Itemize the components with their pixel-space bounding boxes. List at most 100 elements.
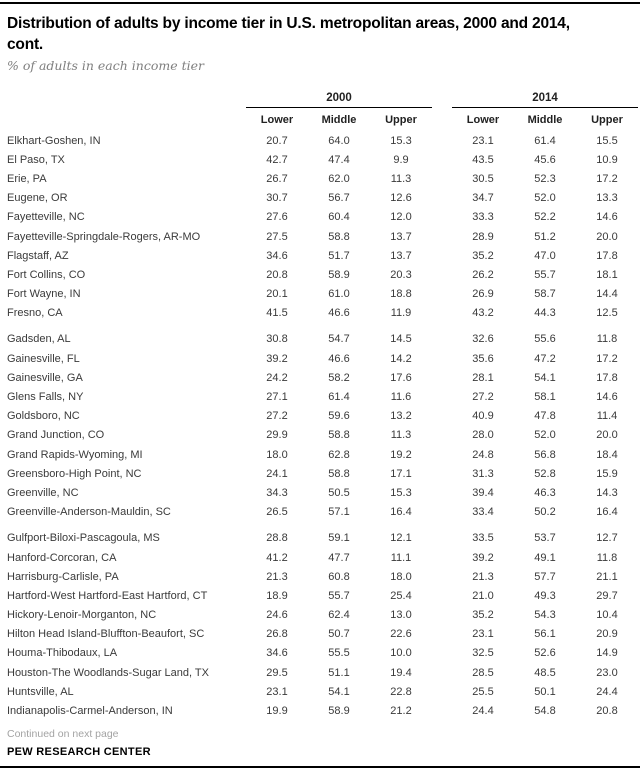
value-cell: 51.2 <box>534 230 556 243</box>
value-cell: 54.8 <box>534 705 556 718</box>
value-cell: 14.3 <box>596 486 618 499</box>
value-cell: 64.0 <box>328 134 350 147</box>
value-cell: 52.8 <box>534 467 556 480</box>
value-cell: 56.1 <box>534 628 556 641</box>
value-cell: 23.1 <box>472 134 494 147</box>
value-cell: 46.3 <box>534 486 556 499</box>
value-cell: 55.6 <box>534 333 556 346</box>
value-cell: 60.8 <box>328 570 350 583</box>
value-cell: 14.2 <box>390 352 412 365</box>
value-cell: 58.9 <box>328 268 350 281</box>
metro-area-label: Goldsboro, NC <box>7 410 80 423</box>
value-cell: 33.4 <box>472 506 494 519</box>
value-cell: 11.3 <box>390 172 412 185</box>
value-cell: 46.6 <box>328 307 350 320</box>
value-cell: 56.7 <box>328 192 350 205</box>
value-cell: 39.2 <box>266 352 288 365</box>
value-cell: 17.2 <box>596 352 618 365</box>
value-cell: 27.1 <box>266 391 288 404</box>
metro-area-label: Fayetteville, NC <box>7 211 85 224</box>
value-cell: 12.7 <box>596 532 618 545</box>
value-cell: 29.7 <box>596 589 618 602</box>
value-cell: 29.9 <box>266 429 288 442</box>
table-row: Hanford-Corcoran, CA 41.2 47.7 11.1 39.2 49.1… <box>7 548 640 567</box>
table-row: Gulfport-Biloxi-Pascagoula, MS 28.8 59.1 12… <box>7 529 640 548</box>
value-cell: 49.3 <box>534 589 556 602</box>
table-row: Flagstaff, AZ 34.6 51.7 13.7 35.2 47.0 17.8 <box>7 246 640 265</box>
table-row: Huntsville, AL 23.1 54.1 22.8 25.5 50.1 24.4 <box>7 682 640 701</box>
value-cell: 51.1 <box>328 666 350 679</box>
year-header-row: 2000 2014 <box>7 92 640 108</box>
column-header-2000-upper: Upper <box>385 114 417 126</box>
table-row: Greenville-Anderson-Mauldin, SC 26.5 57.1 1… <box>7 503 640 522</box>
table-row: El Paso, TX 42.7 47.4 9.9 43.5 45.6 10.9 <box>7 150 640 169</box>
metro-area-label: Fresno, CA <box>7 307 63 320</box>
value-cell: 13.0 <box>390 609 412 622</box>
value-cell: 20.8 <box>266 268 288 281</box>
table-row: Goldsboro, NC 27.2 59.6 13.2 40.9 47.8 11.4 <box>7 407 640 426</box>
value-cell: 41.5 <box>266 307 288 320</box>
table-row: Harrisburg-Carlisle, PA 21.3 60.8 18.0 21.3 5… <box>7 567 640 586</box>
value-cell: 20.8 <box>596 705 618 718</box>
year-header-2014: 2014 <box>452 92 638 108</box>
table-row: Glens Falls, NY 27.1 61.4 11.6 27.2 58.1 14.6 <box>7 387 640 406</box>
metro-area-label: Hartford-West Hartford-East Hartford, CT <box>7 589 208 602</box>
value-cell: 57.7 <box>534 570 556 583</box>
value-cell: 62.4 <box>328 609 350 622</box>
metro-area-label: Houston-The Woodlands-Sugar Land, TX <box>7 666 209 679</box>
table-row: Gainesville, FL 39.2 46.6 14.2 35.6 47.2 17.2 <box>7 349 640 368</box>
value-cell: 55.7 <box>534 268 556 281</box>
value-cell: 21.0 <box>472 589 494 602</box>
value-cell: 19.9 <box>266 705 288 718</box>
value-cell: 52.3 <box>534 172 556 185</box>
value-cell: 22.6 <box>390 628 412 641</box>
table-row: Fresno, CA 41.5 46.6 11.9 43.2 44.3 12.5 <box>7 304 640 323</box>
metro-area-label: Gainesville, GA <box>7 371 83 384</box>
value-cell: 18.4 <box>596 448 618 461</box>
value-cell: 20.7 <box>266 134 288 147</box>
value-cell: 59.6 <box>328 410 350 423</box>
value-cell: 18.1 <box>596 268 618 281</box>
value-cell: 43.5 <box>472 153 494 166</box>
value-cell: 17.8 <box>596 371 618 384</box>
metro-area-label: Houma-Thibodaux, LA <box>7 647 118 660</box>
value-cell: 58.1 <box>534 391 556 404</box>
value-cell: 15.9 <box>596 467 618 480</box>
value-cell: 54.3 <box>534 609 556 622</box>
value-cell: 42.7 <box>266 153 288 166</box>
table-row: Houma-Thibodaux, LA 34.6 55.5 10.0 32.5 52.6 1… <box>7 644 640 663</box>
metro-area-label: Flagstaff, AZ <box>7 249 69 262</box>
value-cell: 32.5 <box>472 647 494 660</box>
value-cell: 24.4 <box>472 705 494 718</box>
page-subtitle: % of adults in each income tier <box>7 58 204 73</box>
value-cell: 18.0 <box>266 448 288 461</box>
table-row: Greensboro-High Point, NC 24.1 58.8 17.1 31.… <box>7 464 640 483</box>
value-cell: 23.1 <box>266 685 288 698</box>
table-row: Grand Rapids-Wyoming, MI 18.0 62.8 19.2 24.8… <box>7 445 640 464</box>
value-cell: 9.9 <box>393 153 409 166</box>
metro-area-label: Gainesville, FL <box>7 352 80 365</box>
value-cell: 50.5 <box>328 486 350 499</box>
value-cell: 33.3 <box>472 211 494 224</box>
value-cell: 27.2 <box>472 391 494 404</box>
value-cell: 21.3 <box>266 570 288 583</box>
value-cell: 16.4 <box>596 506 618 519</box>
value-cell: 12.5 <box>596 307 618 320</box>
table-row: Gainesville, GA 24.2 58.2 17.6 28.1 54.1 17.8 <box>7 368 640 387</box>
value-cell: 25.5 <box>472 685 494 698</box>
table-row: Gadsden, AL 30.8 54.7 14.5 32.6 55.6 11.8 <box>7 330 640 349</box>
value-cell: 30.5 <box>472 172 494 185</box>
metro-area-label: Glens Falls, NY <box>7 391 84 404</box>
value-cell: 13.7 <box>390 249 412 262</box>
value-cell: 53.7 <box>534 532 556 545</box>
value-cell: 45.6 <box>534 153 556 166</box>
metro-area-label: Harrisburg-Carlisle, PA <box>7 570 119 583</box>
value-cell: 33.5 <box>472 532 494 545</box>
metro-area-label: Greenville, NC <box>7 486 79 499</box>
value-cell: 13.3 <box>596 192 618 205</box>
value-cell: 54.1 <box>328 685 350 698</box>
page-title: Distribution of adults by income tier in… <box>7 4 640 55</box>
value-cell: 27.2 <box>266 410 288 423</box>
column-header-2000-middle: Middle <box>321 114 357 126</box>
year-header-2000: 2000 <box>246 92 432 108</box>
